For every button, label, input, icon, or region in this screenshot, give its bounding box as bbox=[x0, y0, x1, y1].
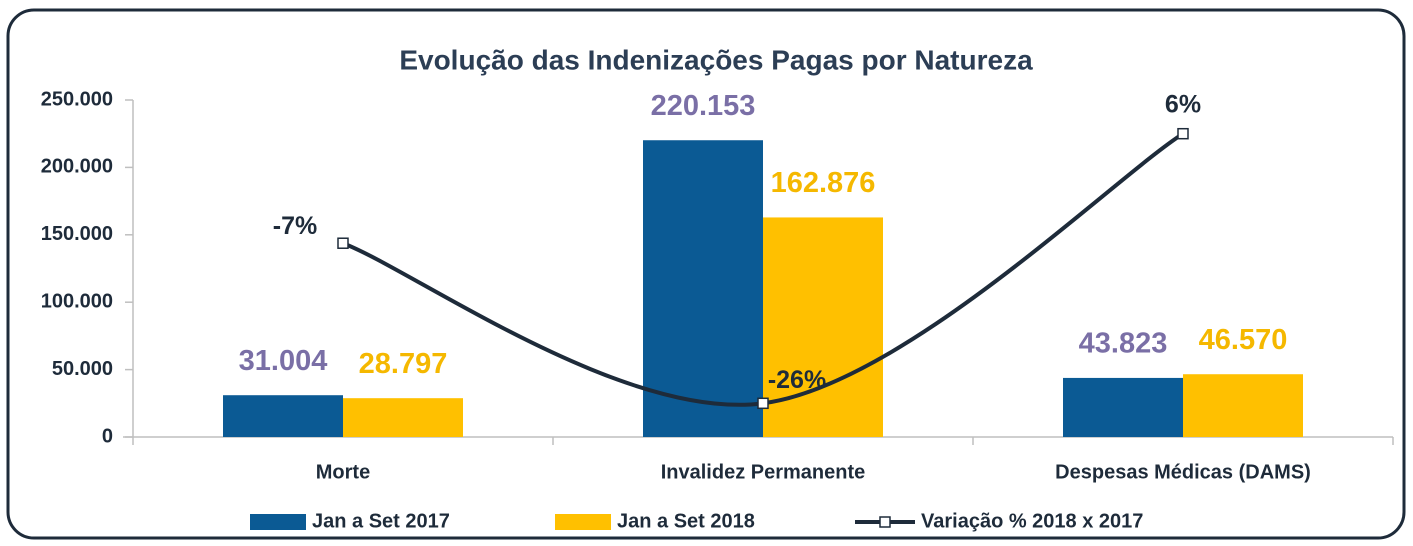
bar bbox=[1063, 377, 1183, 437]
x-tick-label: Invalidez Permanente bbox=[661, 461, 866, 483]
data-label: 46.570 bbox=[1199, 324, 1288, 356]
bar bbox=[343, 398, 463, 437]
line-marker bbox=[337, 237, 349, 249]
data-label: 162.876 bbox=[771, 167, 876, 199]
x-tick-label: Despesas Médicas (DAMS) bbox=[1055, 461, 1311, 483]
legend-swatch bbox=[250, 514, 306, 530]
legend-marker bbox=[879, 516, 891, 528]
data-label: 43.823 bbox=[1079, 328, 1168, 360]
y-tick-label: 50.000 bbox=[52, 358, 113, 380]
data-label: -26% bbox=[768, 366, 826, 394]
legend-label: Variação % 2018 x 2017 bbox=[921, 510, 1143, 532]
data-label: -7% bbox=[273, 212, 317, 240]
data-label: 220.153 bbox=[651, 90, 756, 122]
line-marker bbox=[757, 397, 769, 410]
x-tick-label: Morte bbox=[316, 461, 370, 483]
y-tick-label: 250.000 bbox=[41, 88, 113, 110]
legend-label: Jan a Set 2018 bbox=[617, 510, 755, 532]
data-label: 28.797 bbox=[359, 348, 448, 380]
line-marker bbox=[1177, 127, 1189, 140]
y-tick-label: 100.000 bbox=[41, 290, 113, 312]
legend-swatch bbox=[555, 514, 611, 530]
chart-title: Evolução das Indenizações Pagas por Natu… bbox=[399, 44, 1033, 75]
bar bbox=[1183, 374, 1303, 437]
bar bbox=[223, 395, 343, 437]
bar bbox=[643, 140, 763, 437]
data-label: 6% bbox=[1165, 90, 1201, 118]
y-tick-label: 150.000 bbox=[41, 223, 113, 245]
y-tick-label: 0 bbox=[102, 425, 113, 447]
bar bbox=[763, 217, 883, 437]
legend-label: Jan a Set 2017 bbox=[312, 510, 450, 532]
data-label: 31.004 bbox=[239, 345, 328, 377]
y-tick-label: 200.000 bbox=[41, 156, 113, 178]
